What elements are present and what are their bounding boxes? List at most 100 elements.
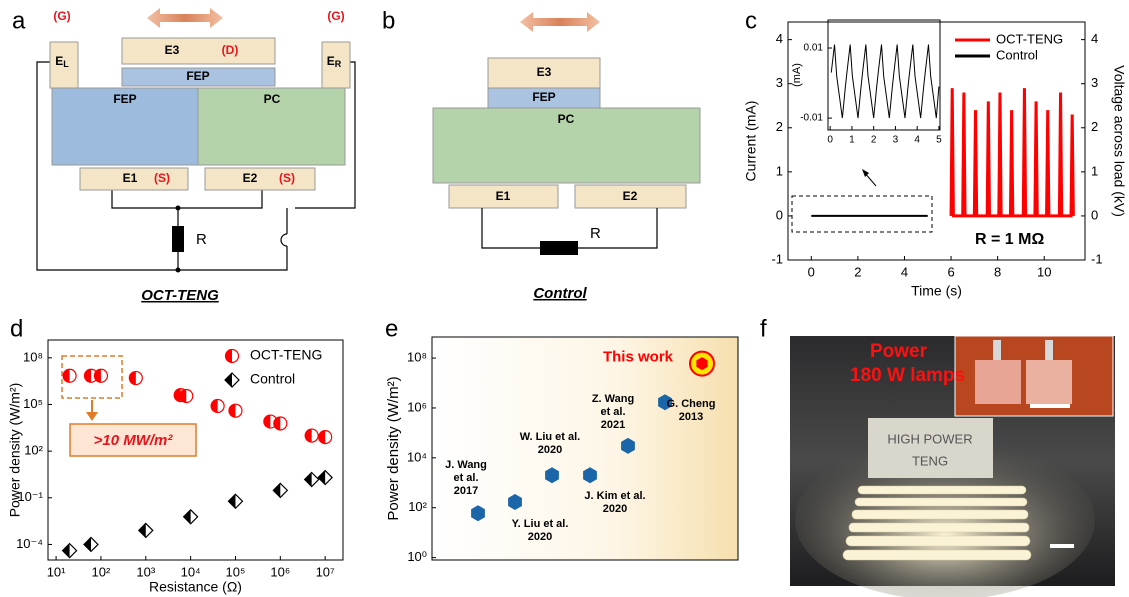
electrode-e3 <box>121 37 276 65</box>
inset-y-label: (mA) <box>791 63 803 87</box>
point <box>128 370 143 386</box>
marker-fill <box>94 369 101 383</box>
x-tick-label: 8 <box>994 264 1001 279</box>
point <box>61 542 78 559</box>
point <box>93 368 109 383</box>
sign <box>868 418 993 478</box>
point-label: W. Liu et al. <box>520 431 581 443</box>
photo-caption: Power <box>870 341 928 362</box>
tape <box>993 340 1001 360</box>
lamp <box>848 522 1030 533</box>
point <box>545 467 559 484</box>
electrode-pad <box>975 360 1021 404</box>
label: E1 <box>496 189 511 203</box>
x-tick-label: 10⁷ <box>316 564 335 579</box>
lamp <box>842 549 1032 561</box>
legend-marker <box>224 372 240 388</box>
label: E3 <box>537 65 552 79</box>
marker-fill <box>225 349 232 363</box>
sign-text: TENG <box>912 453 948 468</box>
resistor <box>172 226 184 252</box>
y-tick-label: 10⁻¹ <box>17 489 43 504</box>
junction <box>175 267 181 273</box>
label: E2 <box>623 189 638 203</box>
label-sub: R <box>335 59 342 69</box>
marker-fill <box>179 389 187 403</box>
fep-layer <box>121 67 276 87</box>
electrode-pad <box>1026 360 1072 404</box>
x-tick-label: 4 <box>901 264 908 279</box>
point <box>658 394 672 411</box>
y-tick-label: 0 <box>776 207 783 222</box>
label: ER <box>327 54 342 69</box>
point <box>508 494 522 510</box>
y2-tick-label: 1 <box>1091 163 1098 178</box>
point-label: 2020 <box>538 444 562 456</box>
wire <box>481 208 540 249</box>
fep-block <box>51 87 199 166</box>
x-axis-label: Time (s) <box>911 283 962 299</box>
resistor <box>540 241 578 255</box>
point <box>471 505 485 522</box>
highlight-box <box>61 355 123 399</box>
plot-frame <box>787 21 1086 261</box>
y-tick-label: 3 <box>776 75 783 90</box>
marker-fill <box>273 483 281 498</box>
y-tick-label: -0.01 <box>800 113 823 124</box>
point <box>83 536 99 553</box>
point <box>318 429 333 445</box>
legend-marker <box>224 348 240 364</box>
electrode-e1 <box>79 167 189 191</box>
point <box>228 403 243 418</box>
marker-hex <box>696 357 708 371</box>
x-tick-label: 4 <box>914 135 920 146</box>
wire <box>111 190 263 209</box>
scale-bar <box>1050 544 1074 548</box>
x-tick-label: 0 <box>827 135 833 146</box>
x-axis-label: Resistance (Ω) <box>149 579 242 595</box>
y2-tick-label: 3 <box>1091 75 1098 90</box>
point-label: 2020 <box>603 503 627 515</box>
electrode-e1 <box>448 184 559 209</box>
point <box>263 414 278 429</box>
x-tick-label: 10 <box>1037 264 1051 279</box>
wire <box>578 208 658 249</box>
label: (G) <box>53 9 70 23</box>
x-tick-label: 10⁴ <box>181 564 201 579</box>
point-label: Y. Liu et al. <box>512 518 569 530</box>
marker-fill <box>62 543 70 558</box>
legend-label: OCT-TENG <box>250 347 322 363</box>
point <box>179 388 194 404</box>
y-axis-label: Power density (W/m²) <box>385 376 402 520</box>
motion-arrow <box>147 8 223 28</box>
x-tick-label: 10⁶ <box>270 564 290 579</box>
marker-fill <box>83 537 91 552</box>
point <box>583 467 597 484</box>
marker-fill <box>305 429 312 443</box>
label: E1 <box>123 171 138 185</box>
electrode-er <box>321 41 351 89</box>
y-tick-label: 10⁻⁴ <box>16 536 43 551</box>
point <box>272 482 289 499</box>
point-label: G. Cheng <box>667 398 716 410</box>
zoom-box <box>791 195 933 233</box>
point-label: 2020 <box>528 531 552 543</box>
y-tick-label: 10² <box>408 499 427 514</box>
legend-label: Control <box>996 47 1038 62</box>
y-tick-label: -1 <box>771 251 783 266</box>
x-tick-label: 5 <box>936 135 942 146</box>
annotation: >10 MW/m² <box>94 432 174 449</box>
point-label: et al. <box>453 472 478 484</box>
lamp <box>851 509 1029 520</box>
panel-label: b <box>382 7 395 34</box>
label-sub: L <box>63 59 69 69</box>
y2-axis-label: Voltage across load (kV) <box>1111 65 1127 217</box>
point-label: 2021 <box>601 419 625 431</box>
plot-background <box>432 337 738 560</box>
highlight-arrow-head <box>86 412 98 421</box>
marker-fill <box>129 371 136 385</box>
marker-fill <box>183 509 191 524</box>
photo-f: Power 180 W lamps HIGH POWER TENG <box>790 335 1115 597</box>
diagram-b: E3 FEP PC E1 E2 R Control <box>432 12 701 302</box>
wire-hop <box>280 233 288 247</box>
